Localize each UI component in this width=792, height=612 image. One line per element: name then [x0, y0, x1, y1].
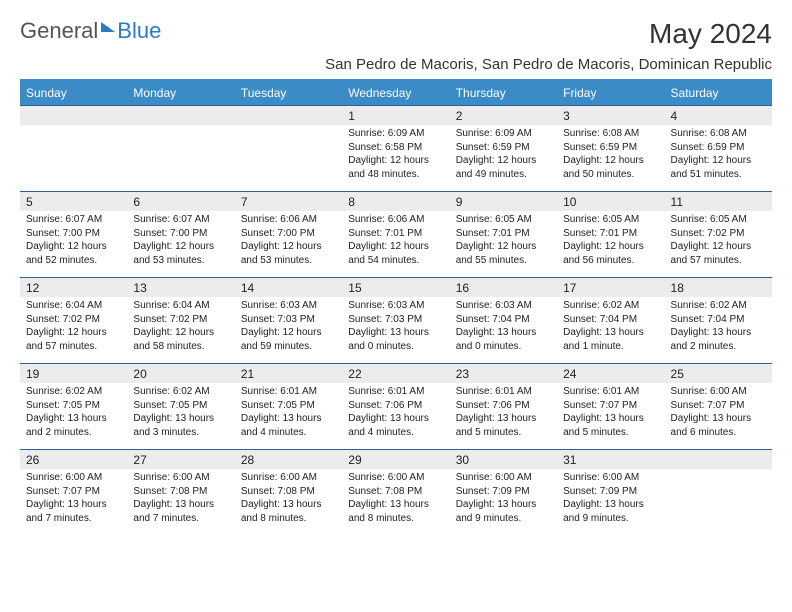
day-number-cell: 16 [450, 278, 557, 298]
day-data-row: Sunrise: 6:09 AMSunset: 6:58 PMDaylight:… [20, 125, 772, 192]
day-number-row: 262728293031 [20, 450, 772, 470]
day-data-cell: Sunrise: 6:05 AMSunset: 7:01 PMDaylight:… [557, 211, 664, 278]
day-number-cell: 24 [557, 364, 664, 384]
day-data-cell: Sunrise: 6:04 AMSunset: 7:02 PMDaylight:… [20, 297, 127, 364]
logo-text-blue: Blue [117, 18, 161, 44]
day-data-cell: Sunrise: 6:00 AMSunset: 7:09 PMDaylight:… [557, 469, 664, 535]
calendar-body: 1234 Sunrise: 6:09 AMSunset: 6:58 PMDayl… [20, 106, 772, 536]
day-number-cell [665, 450, 772, 470]
day-data-cell: Sunrise: 6:03 AMSunset: 7:03 PMDaylight:… [342, 297, 449, 364]
day-data-cell: Sunrise: 6:00 AMSunset: 7:09 PMDaylight:… [450, 469, 557, 535]
day-data-cell: Sunrise: 6:04 AMSunset: 7:02 PMDaylight:… [127, 297, 234, 364]
day-data-cell: Sunrise: 6:05 AMSunset: 7:02 PMDaylight:… [665, 211, 772, 278]
day-data-cell: Sunrise: 6:00 AMSunset: 7:07 PMDaylight:… [20, 469, 127, 535]
logo: General Blue [20, 18, 161, 44]
weekday-header-row: SundayMondayTuesdayWednesdayThursdayFrid… [20, 80, 772, 106]
logo-triangle-icon [101, 22, 115, 32]
day-number-cell: 28 [235, 450, 342, 470]
day-number-row: 567891011 [20, 192, 772, 212]
day-data-row: Sunrise: 6:04 AMSunset: 7:02 PMDaylight:… [20, 297, 772, 364]
day-data-cell: Sunrise: 6:00 AMSunset: 7:08 PMDaylight:… [235, 469, 342, 535]
day-number-cell: 30 [450, 450, 557, 470]
month-title: May 2024 [649, 18, 772, 50]
day-number-cell: 13 [127, 278, 234, 298]
logo-text-gray: General [20, 18, 98, 44]
day-number-cell: 5 [20, 192, 127, 212]
day-number-cell: 11 [665, 192, 772, 212]
day-data-cell: Sunrise: 6:00 AMSunset: 7:08 PMDaylight:… [127, 469, 234, 535]
day-data-cell: Sunrise: 6:03 AMSunset: 7:03 PMDaylight:… [235, 297, 342, 364]
day-number-cell: 8 [342, 192, 449, 212]
day-data-cell: Sunrise: 6:08 AMSunset: 6:59 PMDaylight:… [665, 125, 772, 192]
location-text: San Pedro de Macoris, San Pedro de Macor… [0, 54, 792, 79]
day-number-cell: 22 [342, 364, 449, 384]
day-number-cell: 12 [20, 278, 127, 298]
day-data-cell: Sunrise: 6:01 AMSunset: 7:07 PMDaylight:… [557, 383, 664, 450]
day-data-cell [127, 125, 234, 192]
day-number-cell: 23 [450, 364, 557, 384]
day-data-row: Sunrise: 6:07 AMSunset: 7:00 PMDaylight:… [20, 211, 772, 278]
day-number-cell: 19 [20, 364, 127, 384]
day-number-cell: 20 [127, 364, 234, 384]
day-data-cell: Sunrise: 6:01 AMSunset: 7:06 PMDaylight:… [342, 383, 449, 450]
day-data-cell: Sunrise: 6:09 AMSunset: 6:59 PMDaylight:… [450, 125, 557, 192]
day-data-cell [235, 125, 342, 192]
day-number-cell: 17 [557, 278, 664, 298]
day-number-cell: 2 [450, 106, 557, 126]
day-number-cell: 3 [557, 106, 664, 126]
title-block: May 2024 [649, 18, 772, 50]
weekday-header: Tuesday [235, 80, 342, 106]
day-data-cell [665, 469, 772, 535]
day-data-cell: Sunrise: 6:08 AMSunset: 6:59 PMDaylight:… [557, 125, 664, 192]
day-number-cell: 31 [557, 450, 664, 470]
day-data-row: Sunrise: 6:02 AMSunset: 7:05 PMDaylight:… [20, 383, 772, 450]
day-data-cell: Sunrise: 6:06 AMSunset: 7:00 PMDaylight:… [235, 211, 342, 278]
day-number-cell: 25 [665, 364, 772, 384]
day-number-row: 12131415161718 [20, 278, 772, 298]
weekday-header: Saturday [665, 80, 772, 106]
day-data-row: Sunrise: 6:00 AMSunset: 7:07 PMDaylight:… [20, 469, 772, 535]
day-data-cell: Sunrise: 6:02 AMSunset: 7:04 PMDaylight:… [665, 297, 772, 364]
day-number-cell: 29 [342, 450, 449, 470]
day-number-cell: 7 [235, 192, 342, 212]
day-data-cell: Sunrise: 6:01 AMSunset: 7:06 PMDaylight:… [450, 383, 557, 450]
day-data-cell: Sunrise: 6:00 AMSunset: 7:08 PMDaylight:… [342, 469, 449, 535]
day-number-cell: 26 [20, 450, 127, 470]
day-data-cell: Sunrise: 6:02 AMSunset: 7:05 PMDaylight:… [127, 383, 234, 450]
day-data-cell: Sunrise: 6:07 AMSunset: 7:00 PMDaylight:… [127, 211, 234, 278]
day-data-cell [20, 125, 127, 192]
weekday-header: Monday [127, 80, 234, 106]
day-number-cell: 27 [127, 450, 234, 470]
day-number-cell: 10 [557, 192, 664, 212]
day-data-cell: Sunrise: 6:01 AMSunset: 7:05 PMDaylight:… [235, 383, 342, 450]
day-number-cell: 9 [450, 192, 557, 212]
day-data-cell: Sunrise: 6:03 AMSunset: 7:04 PMDaylight:… [450, 297, 557, 364]
day-data-cell: Sunrise: 6:09 AMSunset: 6:58 PMDaylight:… [342, 125, 449, 192]
header: General Blue May 2024 [0, 0, 792, 54]
weekday-header: Thursday [450, 80, 557, 106]
day-data-cell: Sunrise: 6:00 AMSunset: 7:07 PMDaylight:… [665, 383, 772, 450]
day-data-cell: Sunrise: 6:05 AMSunset: 7:01 PMDaylight:… [450, 211, 557, 278]
day-data-cell: Sunrise: 6:06 AMSunset: 7:01 PMDaylight:… [342, 211, 449, 278]
day-number-row: 19202122232425 [20, 364, 772, 384]
day-number-cell: 18 [665, 278, 772, 298]
day-number-cell: 14 [235, 278, 342, 298]
weekday-header: Sunday [20, 80, 127, 106]
day-number-cell [20, 106, 127, 126]
day-data-cell: Sunrise: 6:02 AMSunset: 7:05 PMDaylight:… [20, 383, 127, 450]
day-number-row: 1234 [20, 106, 772, 126]
day-number-cell: 6 [127, 192, 234, 212]
day-number-cell [127, 106, 234, 126]
day-number-cell: 15 [342, 278, 449, 298]
day-number-cell: 4 [665, 106, 772, 126]
day-number-cell: 21 [235, 364, 342, 384]
day-data-cell: Sunrise: 6:07 AMSunset: 7:00 PMDaylight:… [20, 211, 127, 278]
day-number-cell: 1 [342, 106, 449, 126]
weekday-header: Friday [557, 80, 664, 106]
day-data-cell: Sunrise: 6:02 AMSunset: 7:04 PMDaylight:… [557, 297, 664, 364]
day-number-cell [235, 106, 342, 126]
weekday-header: Wednesday [342, 80, 449, 106]
calendar-table: SundayMondayTuesdayWednesdayThursdayFrid… [20, 79, 772, 535]
